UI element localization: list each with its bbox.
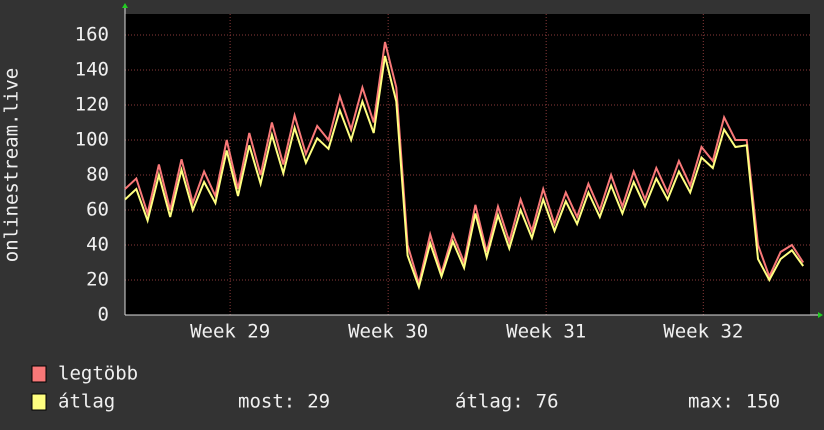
y-tick-label: 0 [98, 304, 109, 326]
stat-value: 76 [536, 391, 559, 413]
y-tick-label: 40 [86, 234, 109, 256]
legend-swatch [31, 365, 47, 383]
plot-area [125, 14, 810, 315]
stat-value: 29 [307, 391, 330, 413]
series-line [124, 41, 805, 288]
y-tick-label: 140 [75, 59, 109, 81]
y-tick-label: 100 [75, 129, 109, 151]
stat-value: 150 [746, 391, 780, 413]
axis-arrow [122, 3, 128, 8]
legend-label: átlag [58, 391, 115, 413]
stat-label: átlag: [455, 391, 524, 413]
y-tick-label: 160 [75, 24, 109, 46]
series-line [124, 55, 805, 291]
y-tick-label: 120 [75, 94, 109, 116]
legend-swatch [31, 393, 47, 411]
stat-label: max: [688, 391, 734, 413]
axis-arrow [818, 312, 823, 318]
y-tick-label: 20 [86, 269, 109, 291]
y-tick-label: 80 [86, 164, 109, 186]
y-tick-label: 60 [86, 199, 109, 221]
stat-label: most: [238, 391, 295, 413]
y-axis-title: onlinestream.live [1, 68, 23, 262]
x-tick-label: Week 29 [190, 321, 270, 343]
x-tick-label: Week 30 [348, 321, 428, 343]
legend-label: legtöbb [58, 363, 138, 385]
x-tick-label: Week 31 [506, 321, 586, 343]
x-tick-label: Week 32 [663, 321, 743, 343]
